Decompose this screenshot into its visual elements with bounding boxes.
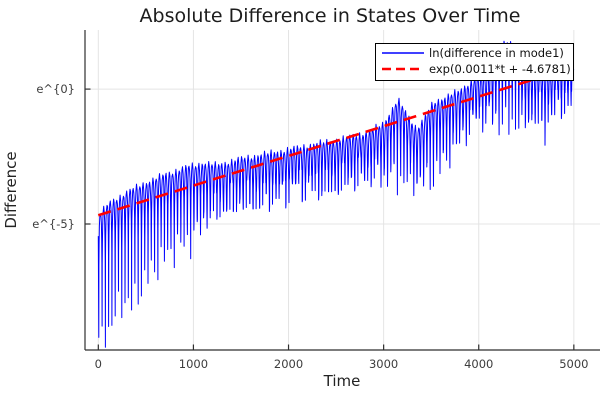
x-tick-label-3: 3000 bbox=[369, 357, 398, 371]
tick-labels: 0 1000 2000 3000 4000 5000 e^{0} e^{-5} bbox=[32, 82, 588, 371]
y-tick-label-1: e^{-5} bbox=[32, 217, 75, 231]
legend-box bbox=[375, 43, 574, 81]
x-tick-label-1: 1000 bbox=[179, 357, 208, 371]
legend-label-ln-difference: ln(difference in mode1) bbox=[429, 46, 564, 60]
x-tick-label-2: 2000 bbox=[274, 357, 303, 371]
legend-entry-ln-difference: ln(difference in mode1) bbox=[382, 46, 564, 60]
x-axis-label: Time bbox=[323, 372, 361, 390]
series-exp-fit bbox=[97, 65, 575, 217]
series-ln-difference bbox=[97, 40, 575, 348]
legend-label-exp-fit: exp(0.0011*t + -4.6781) bbox=[429, 62, 571, 76]
y-tick-label-0: e^{0} bbox=[36, 82, 75, 96]
x-tick-label-5: 5000 bbox=[559, 357, 588, 371]
x-tick-label-0: 0 bbox=[95, 357, 102, 371]
x-tick-label-4: 4000 bbox=[464, 357, 493, 371]
series-layer bbox=[97, 40, 575, 348]
y-axis-label: Difference bbox=[2, 151, 20, 228]
legend: ln(difference in mode1) exp(0.0011*t + -… bbox=[375, 43, 574, 81]
legend-entry-exp-fit: exp(0.0011*t + -4.6781) bbox=[382, 62, 571, 76]
chart-title: Absolute Difference in States Over Time bbox=[140, 5, 521, 27]
axes bbox=[84, 30, 600, 351]
